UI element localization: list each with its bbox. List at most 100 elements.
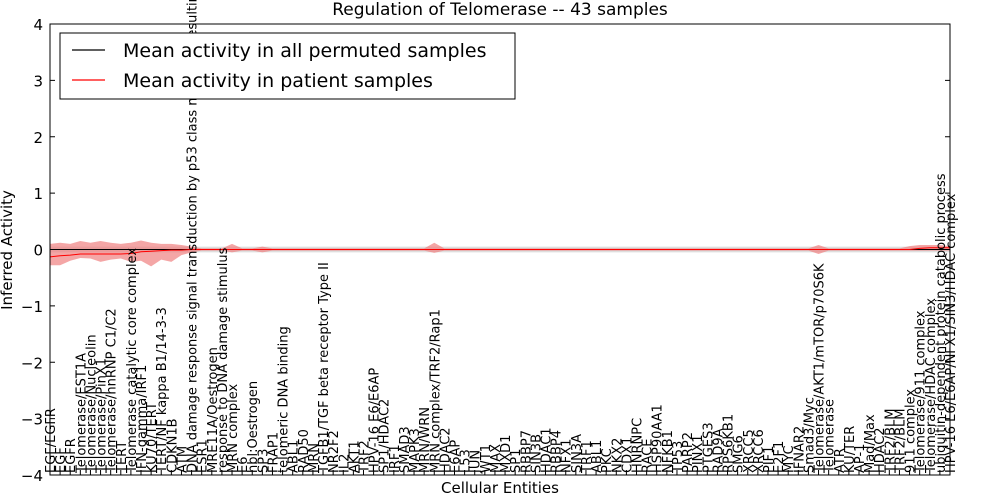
x-tick-label: KU/TER bbox=[843, 426, 858, 473]
y-tick-label: −3 bbox=[21, 411, 43, 429]
x-tick-label: HDAC1 bbox=[540, 427, 555, 473]
x-tick-label: SMG6 bbox=[732, 435, 747, 473]
x-tick-label: RBBP7 bbox=[519, 430, 534, 473]
x-tick-label: RACE bbox=[641, 439, 656, 473]
x-tick-label: Mad/Max bbox=[863, 414, 878, 473]
x-tick-label: HPV-16 E6/E6AP bbox=[368, 368, 383, 473]
x-tick-label: ABL1 bbox=[287, 440, 302, 473]
x-tick-label: MRN bbox=[307, 443, 322, 473]
x-tick-label: NR2F2 bbox=[327, 430, 342, 473]
chart-title: Regulation of Telomerase -- 43 samples bbox=[332, 0, 668, 20]
x-tick-label: E6AP bbox=[448, 440, 463, 473]
x-tick-label: HNRNPC bbox=[631, 418, 646, 473]
x-tick-label: HPV-16 E6/E6AP/NFX1/SIN3/HDAC complex bbox=[944, 193, 959, 473]
x-tick-label: RAD50 bbox=[297, 429, 312, 473]
x-tick-label: EGF/EGFR bbox=[44, 408, 59, 473]
x-tick-label: Smad3/Myc bbox=[802, 397, 817, 473]
y-tick-label: −2 bbox=[21, 354, 43, 372]
x-tick-label: MRE11A/Oestrogen bbox=[206, 347, 221, 473]
x-tick-label: AP-1 bbox=[853, 444, 868, 473]
x-tick-label: ubiquitin-dependent protein catabolic pr… bbox=[934, 173, 949, 473]
x-tick-label: IFNAR2 bbox=[792, 426, 807, 473]
x-tick-label: TRF1 bbox=[580, 440, 595, 474]
x-tick-label: MAX bbox=[489, 444, 504, 473]
x-tick-label: XRCC6 bbox=[752, 429, 767, 473]
x-tick-label: SP1/HDAC2 bbox=[378, 399, 393, 473]
x-tick-label: SP3 bbox=[256, 449, 271, 473]
x-tick-label: XRCC5 bbox=[742, 429, 757, 473]
legend-label-patient: Mean activity in patient samples bbox=[123, 70, 433, 92]
x-tick-label: IRF1 bbox=[388, 444, 403, 473]
x-tick-label: response to DNA damage stimulus bbox=[216, 247, 231, 473]
x-tick-label: PINX1 bbox=[691, 434, 706, 473]
x-tick-label: EGF bbox=[54, 447, 69, 473]
x-tick-label: MRN/WRN bbox=[418, 407, 433, 473]
x-tick-label: NFX1 bbox=[560, 439, 575, 473]
y-tick-label: 1 bbox=[33, 185, 43, 203]
x-tick-label: Telomerase/hnRNP C1/C2 bbox=[105, 308, 120, 474]
x-tick-label: HDAC2 bbox=[438, 427, 453, 473]
x-tick-label: ATR bbox=[833, 448, 848, 473]
legend-frame bbox=[59, 32, 516, 100]
x-tick-label: NKX2 bbox=[610, 438, 625, 473]
x-tick-label: MRN complex/TRF2/Rap1 bbox=[428, 309, 443, 473]
x-tick-label: ABL1 bbox=[590, 440, 605, 473]
x-tick-label: RPS6KB1 bbox=[722, 414, 737, 473]
series-lines bbox=[49, 247, 950, 258]
x-tick-label: WT1 bbox=[479, 444, 494, 473]
x-tick-label: SIN3B bbox=[529, 434, 544, 473]
x-tick-label: PTGES3 bbox=[701, 422, 716, 473]
x-tick-label: RAD9A bbox=[711, 428, 726, 473]
x-tick-label: HDAC2 bbox=[873, 427, 888, 473]
x-tick-label: Telomerase/HDAC complex bbox=[924, 298, 939, 474]
x-tick-label: 911 complex bbox=[904, 389, 919, 473]
y-tick-label: −4 bbox=[21, 467, 43, 485]
x-tick-label: TGFB1/TGF beta receptor Type II bbox=[317, 262, 332, 474]
x-tick-label: DNA damage response signal transduction … bbox=[186, 0, 201, 473]
x-tick-label: MYC bbox=[782, 445, 797, 473]
x-tick-label: MXD1 bbox=[499, 435, 514, 473]
x-tick-label: TRF2/BLM bbox=[883, 409, 898, 474]
x-tick-label: Telomerase/911 complex bbox=[914, 310, 929, 474]
x-tick-label: TP53 bbox=[671, 441, 686, 474]
x-tick-label: SMAD3 bbox=[398, 426, 413, 473]
x-axis-label: Cellular Entities bbox=[441, 479, 559, 497]
x-tick-label: Telomerase/Nucleolin bbox=[84, 334, 99, 474]
x-tick-label: PARP2 bbox=[681, 432, 696, 473]
x-tick-label: SP1 bbox=[509, 449, 524, 473]
x-tick-label: E6 bbox=[236, 457, 251, 474]
x-tick-label: TRF2 bbox=[357, 440, 372, 474]
x-tick-label: E2F1 bbox=[772, 441, 787, 473]
legend-label-permuted: Mean activity in all permuted samples bbox=[123, 40, 486, 62]
x-tick-label: MAPK3 bbox=[408, 428, 423, 473]
x-tick-label: MRN complex bbox=[226, 383, 241, 473]
patient-mean-line bbox=[49, 247, 950, 258]
x-tick-label: HSP90AA1 bbox=[651, 404, 666, 473]
y-axis-label: Inferred Activity bbox=[0, 190, 16, 310]
x-tick-label: CDKN1B bbox=[165, 418, 180, 473]
x-tick-label: ATM bbox=[175, 446, 190, 473]
x-tick-label: Telomerase bbox=[823, 399, 838, 474]
x-tick-label: hbl:Oestrogen bbox=[246, 381, 261, 473]
legend: Mean activity in all permuted samples Me… bbox=[59, 32, 516, 100]
x-tick-label: telomeric DNA binding bbox=[277, 326, 292, 473]
x-tick-label: CDX1 bbox=[620, 437, 635, 473]
y-tick-label: 4 bbox=[33, 16, 43, 34]
x-tick-label: Telomerase catalytic core complex bbox=[125, 248, 140, 474]
y-tick-label: 3 bbox=[33, 72, 43, 90]
x-tick-label: RBBP4 bbox=[550, 430, 565, 473]
x-tick-label: Telomerase/EST1A bbox=[74, 353, 89, 474]
y-tick-label: 2 bbox=[33, 129, 43, 147]
x-tick-label: SIN3A bbox=[570, 434, 585, 473]
x-tick-label: PIF1 bbox=[762, 446, 777, 473]
y-axis: 4 3 2 1 0 −1 −2 −3 −4 bbox=[21, 16, 950, 485]
x-tick-label: PKC bbox=[600, 448, 615, 473]
x-tick-label: IFN-gamma/IRF1 bbox=[135, 365, 150, 473]
x-tick-label: NFKB1 bbox=[661, 430, 676, 473]
x-tick-label: AKT1 bbox=[347, 440, 362, 473]
x-tick-label: TRF2/BLM bbox=[893, 409, 908, 474]
patient-band bbox=[50, 240, 950, 267]
y-tick-label: −1 bbox=[21, 298, 43, 316]
x-tick-label: Telomerase/AKT1/mTOR/p70S6K bbox=[813, 263, 828, 474]
